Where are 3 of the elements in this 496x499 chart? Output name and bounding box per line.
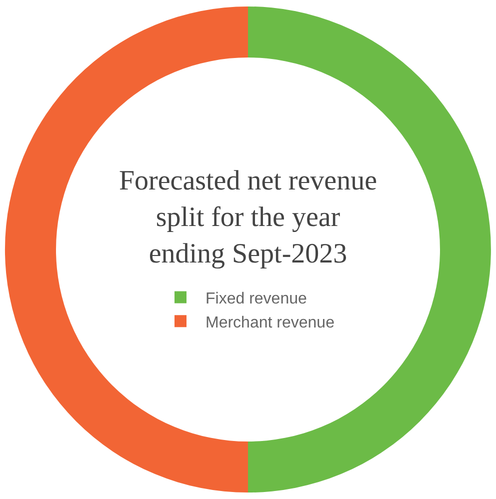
text: Forecasted net revenue split for the year ending Sept-2023 [118, 166, 378, 270]
legend-label: Merchant revenue [206, 314, 335, 332]
legend-label: Fixed revenue [206, 290, 307, 308]
